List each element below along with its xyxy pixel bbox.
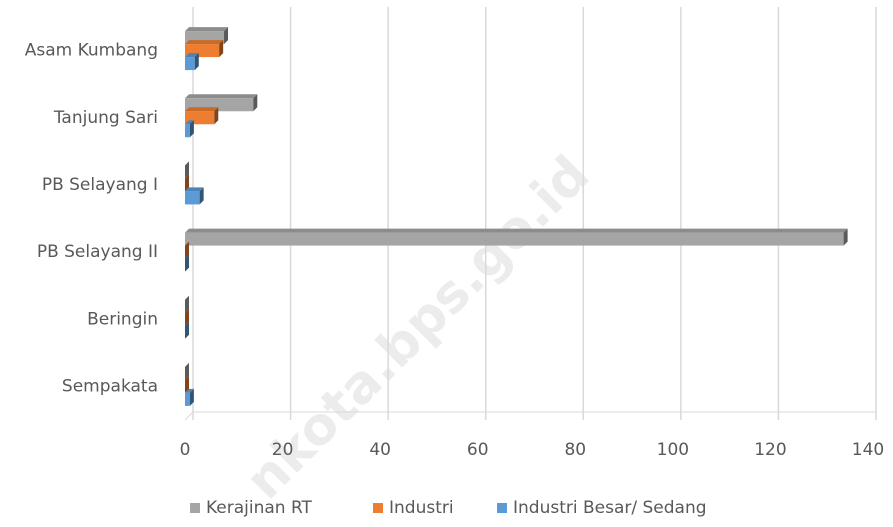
legend-label: Industri Besar/ Sedang — [513, 498, 707, 518]
x-tick-label: 140 — [852, 440, 884, 460]
bar-top — [185, 107, 219, 112]
bar-top — [185, 187, 204, 192]
bar-top — [185, 120, 194, 125]
bar-end — [185, 321, 189, 339]
bar-end — [185, 308, 189, 326]
x-tick-label: 80 — [564, 440, 586, 460]
y-tick-label: PB Selayang I — [42, 175, 158, 195]
bar — [185, 388, 194, 406]
bar — [185, 375, 189, 393]
bar — [185, 228, 848, 246]
y-tick-label: PB Selayang II — [37, 242, 158, 262]
bar-end — [224, 27, 229, 45]
legend-swatch — [373, 503, 383, 513]
bar-end — [185, 161, 189, 179]
x-tick-label: 100 — [657, 440, 689, 460]
legend-swatch — [190, 503, 200, 513]
bar-top — [185, 388, 194, 393]
bar — [185, 362, 189, 380]
y-tick-label: Tanjung Sari — [53, 108, 158, 128]
y-tick-label: Asam Kumbang — [25, 41, 158, 61]
bar-end — [253, 94, 258, 112]
bar — [185, 107, 219, 125]
bar — [185, 308, 189, 326]
bar-top — [185, 53, 199, 58]
bar-top — [185, 94, 258, 99]
bar — [185, 254, 189, 272]
x-tick-label: 20 — [272, 440, 294, 460]
bar-top — [185, 27, 229, 32]
bar — [185, 295, 189, 313]
x-tick-label: 60 — [467, 440, 489, 460]
y-tick-label: Sempakata — [62, 376, 158, 396]
plot: 0 20 40 60 80 100 120 140 Asam Kumbang Tanjung Sa… — [25, 7, 884, 518]
legend-swatch — [497, 503, 507, 513]
legend-label: Kerajinan RT — [206, 498, 313, 518]
bar-end — [185, 362, 189, 380]
bar-front — [185, 392, 190, 406]
bar — [185, 161, 189, 179]
bar-top — [185, 228, 848, 233]
bar-front — [185, 57, 195, 71]
bar-end — [199, 187, 204, 205]
bar — [185, 174, 189, 192]
y-tick-label: Beringin — [87, 309, 158, 329]
axis-floor — [184, 411, 876, 421]
bar-end — [185, 254, 189, 272]
bar-front — [185, 232, 844, 246]
bar-end — [185, 295, 189, 313]
bar-end — [214, 107, 219, 125]
x-tick-label: 0 — [180, 440, 191, 460]
bar — [185, 321, 189, 339]
bar-end — [185, 375, 189, 393]
bar-top — [185, 40, 224, 45]
bar-end — [219, 40, 224, 58]
x-tick-label: 40 — [369, 440, 391, 460]
x-tick-label: 120 — [754, 440, 786, 460]
legend-label: Industri — [389, 498, 454, 518]
bar — [185, 241, 189, 259]
bar — [185, 120, 194, 138]
bar-end — [185, 174, 189, 192]
bar-end — [843, 228, 848, 246]
bar — [185, 53, 199, 71]
bar-front — [185, 124, 190, 138]
bar-end — [189, 120, 194, 138]
bar-end — [194, 53, 199, 71]
bar-front — [185, 191, 200, 205]
bar-end — [185, 241, 189, 259]
bar-end — [189, 388, 194, 406]
bar — [185, 187, 204, 205]
